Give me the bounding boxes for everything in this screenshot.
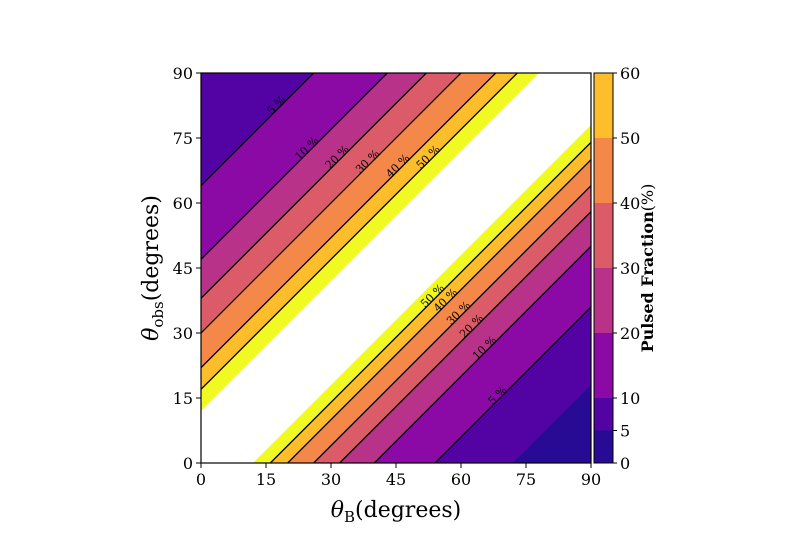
y-tick-label: 90 bbox=[173, 64, 193, 83]
x-tick-label: 30 bbox=[321, 470, 341, 489]
x-tick-label: 60 bbox=[451, 470, 471, 489]
colorbar-segment bbox=[594, 203, 613, 268]
colorbar-segment bbox=[594, 138, 613, 203]
colorbar-label: Pulsed Fraction(%) bbox=[638, 184, 657, 353]
y-tick-label: 30 bbox=[173, 324, 193, 343]
upper-contour-line bbox=[201, 73, 497, 369]
lower-contour-line bbox=[269, 141, 591, 463]
upper-contour-line bbox=[201, 73, 315, 187]
y-axis-ticks: 0 15 30 45 60 75 90 bbox=[173, 64, 201, 473]
lower-band-7 bbox=[512, 384, 591, 463]
upper-contour-line bbox=[201, 73, 388, 260]
lower-contour-line bbox=[313, 185, 591, 463]
plot-area: 5 %10 % 20 % 30 % 40 % 50 %50 %40 %30 %20 %1… bbox=[201, 73, 591, 463]
lower-contour-line bbox=[339, 211, 591, 463]
x-tick-label: 15 bbox=[256, 470, 276, 489]
y-tick-label: 45 bbox=[173, 259, 193, 278]
y-tick-label: 0 bbox=[183, 454, 193, 473]
upper-contour-line bbox=[201, 73, 427, 299]
colorbar-tick-label: 60 bbox=[620, 64, 640, 83]
contour-lines bbox=[201, 73, 591, 463]
x-tick-label: 75 bbox=[516, 470, 536, 489]
colorbar-tick-label: 30 bbox=[620, 259, 640, 278]
colorbar-tick-label: 0 bbox=[620, 454, 630, 473]
colorbar-segment bbox=[594, 73, 613, 138]
colorbar-segment bbox=[594, 333, 613, 398]
colorbar-tick-label: 50 bbox=[620, 129, 640, 148]
x-tick-label: 45 bbox=[386, 470, 406, 489]
lower-contour-line bbox=[434, 306, 591, 463]
colorbar-tick-label: 5 bbox=[620, 422, 630, 441]
colorbar-segment bbox=[594, 268, 613, 333]
y-axis-label: θobs(degrees) bbox=[139, 195, 167, 341]
upper-contour-line bbox=[201, 73, 462, 334]
lower-contour-line bbox=[287, 159, 591, 463]
colorbar-segment bbox=[594, 398, 613, 431]
colorbar-segment bbox=[594, 430, 613, 463]
x-tick-label: 0 bbox=[196, 470, 206, 489]
y-tick-label: 75 bbox=[173, 129, 193, 148]
colorbar-tick-label: 40 bbox=[620, 194, 640, 213]
x-tick-label: 90 bbox=[581, 470, 601, 489]
colorbar-tick-label: 20 bbox=[620, 324, 640, 343]
upper-contour-line bbox=[201, 73, 518, 390]
lower-contour-line bbox=[373, 245, 591, 463]
y-tick-label: 15 bbox=[173, 389, 193, 408]
x-axis-label: θB(degrees) bbox=[331, 498, 461, 526]
x-axis-ticks: 0 15 30 45 60 75 90 bbox=[196, 463, 601, 489]
y-tick-label: 60 bbox=[173, 194, 193, 213]
colorbar: 0 5 10 20 30 40 50 60 bbox=[593, 64, 640, 473]
colorbar-tick-label: 10 bbox=[620, 389, 640, 408]
